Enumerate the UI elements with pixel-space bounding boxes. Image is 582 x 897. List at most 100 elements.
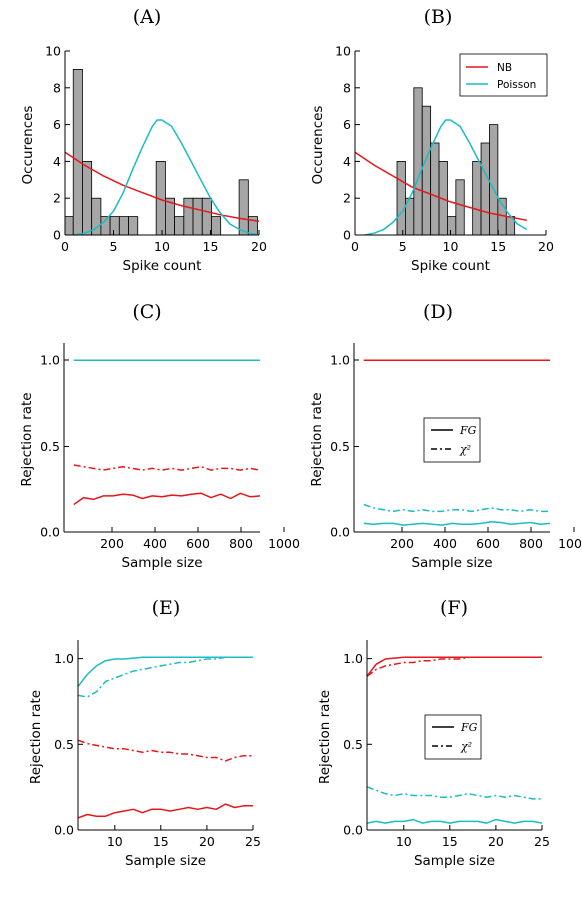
x-tick-label: 15 [442, 834, 458, 849]
x-tick-label: 15 [203, 239, 219, 254]
cyan-solid-series [364, 119, 528, 236]
plot-data [363, 359, 550, 526]
x-tick-label: 15 [490, 239, 506, 254]
y-tick-label: 0.0 [54, 823, 74, 838]
y-tick-label: 0 [53, 228, 61, 243]
x-tick-label: 800 [519, 536, 543, 551]
x-tick-label: 0 [61, 239, 69, 254]
legend-box [423, 417, 481, 463]
cyan-solid-series [74, 119, 259, 236]
histogram-bar [192, 197, 203, 236]
y-axis-label: Rejection rate [309, 392, 325, 486]
y-tick-label: 0.5 [343, 737, 363, 752]
y-tick-label: 6 [343, 117, 351, 132]
y-tick-label: 0.5 [330, 439, 350, 454]
x-tick-label: 200 [100, 536, 124, 551]
legend: NB Poisson [459, 53, 548, 97]
x-tick-label: 10 [107, 834, 123, 849]
x-axis-label: Sample size [125, 853, 206, 869]
x-tick-label: 600 [476, 536, 500, 551]
cyan-solid-series [363, 520, 550, 526]
histogram-bar [174, 216, 185, 236]
panel-f: (F) 10 15 20 25 0.0 0.5 1.0 Sample size Rejection… [317, 597, 550, 869]
y-axis-label: Occurences [310, 106, 326, 185]
x-tick-label: 5 [110, 239, 118, 254]
panel-d: (D) 200 400 600 800 1000 0.0 0.5 1.0 Sample size R… [309, 301, 582, 571]
plot-data [65, 69, 259, 236]
plot-data [78, 656, 253, 819]
y-axis-label: Rejection rate [28, 690, 44, 784]
x-tick-label: 600 [186, 536, 210, 551]
x-tick-label: 400 [143, 536, 167, 551]
y-tick-label: 1.0 [40, 353, 60, 368]
panel-e: (E) 10 15 20 25 0.0 0.5 1.0 Sample size Rejection… [28, 597, 261, 869]
y-tick-label: 0.5 [40, 439, 60, 454]
panel-c: (C) 200 400 600 800 1000 0.0 0.5 1.0 Sample size R… [19, 301, 300, 571]
x-tick-label: 5 [399, 239, 407, 254]
y-tick-label: 0.0 [40, 525, 60, 540]
legend-box [424, 714, 482, 760]
y-tick-label: 1.0 [330, 353, 350, 368]
legend-label: χ² [460, 740, 472, 753]
y-tick-label: 8 [53, 80, 61, 95]
x-tick-label: 1000 [558, 536, 582, 551]
histogram-bar [128, 216, 139, 236]
plot-data [355, 87, 528, 236]
x-tick-label: 20 [538, 239, 554, 254]
y-tick-label: 2 [343, 191, 351, 206]
legend-box [459, 53, 548, 97]
histogram-bar [480, 142, 490, 236]
x-axis-label: Sample size [414, 853, 495, 869]
y-tick-label: 1.0 [54, 651, 74, 666]
panel-title: (F) [440, 597, 468, 619]
y-axis-label: Rejection rate [317, 690, 333, 784]
y-tick-label: 2 [53, 191, 61, 206]
cyan-dashdot-series [367, 786, 542, 800]
y-tick-label: 6 [53, 117, 61, 132]
x-axis-label: Spike count [123, 258, 202, 274]
histogram-bar [430, 142, 440, 236]
histogram-bar [109, 216, 120, 236]
x-tick-label: 20 [199, 834, 215, 849]
panel-title: (E) [152, 597, 181, 619]
x-tick-label: 25 [245, 834, 261, 849]
x-tick-label: 15 [153, 834, 169, 849]
y-tick-label: 0.5 [54, 737, 74, 752]
x-tick-label: 25 [534, 834, 550, 849]
histogram-bar [472, 160, 482, 236]
panel-title: (A) [133, 6, 162, 28]
x-tick-label: 1000 [268, 536, 300, 551]
y-axis-label: Rejection rate [19, 392, 35, 486]
histogram-bar [413, 87, 423, 236]
histogram-bar [396, 160, 406, 236]
x-tick-label: 0 [351, 239, 359, 254]
cyan-solid-series [367, 818, 542, 824]
y-tick-label: 0.0 [330, 525, 350, 540]
red-solid-series [355, 151, 528, 222]
legend-label: Poisson [497, 79, 536, 91]
y-tick-label: 4 [343, 154, 351, 169]
histogram-bar [489, 124, 499, 236]
histogram-bar [238, 179, 249, 236]
legend-label: FG [460, 721, 478, 734]
panel-title: (C) [132, 301, 161, 323]
x-tick-label: 400 [433, 536, 457, 551]
x-tick-label: 10 [154, 239, 170, 254]
cyan-dashdot-series [363, 503, 550, 513]
histogram-bar [183, 197, 194, 236]
histogram-bar [447, 216, 457, 236]
histogram-bar [421, 105, 432, 236]
legend: FG χ² [424, 714, 482, 760]
x-tick-label: 20 [488, 834, 504, 849]
y-tick-label: 0 [343, 228, 351, 243]
x-tick-label: 200 [390, 536, 414, 551]
legend-label: χ² [459, 443, 471, 456]
red-dashdot-series [367, 656, 542, 677]
plot-data [73, 359, 260, 506]
x-axis-label: Sample size [121, 555, 202, 571]
panel-b: (B) 0 5 10 15 20 0 2 4 6 8 10 Spike count Occurences N… [310, 6, 554, 274]
red-solid-series [73, 492, 260, 506]
x-tick-label: 20 [251, 239, 267, 254]
panel-title: (B) [424, 6, 453, 28]
